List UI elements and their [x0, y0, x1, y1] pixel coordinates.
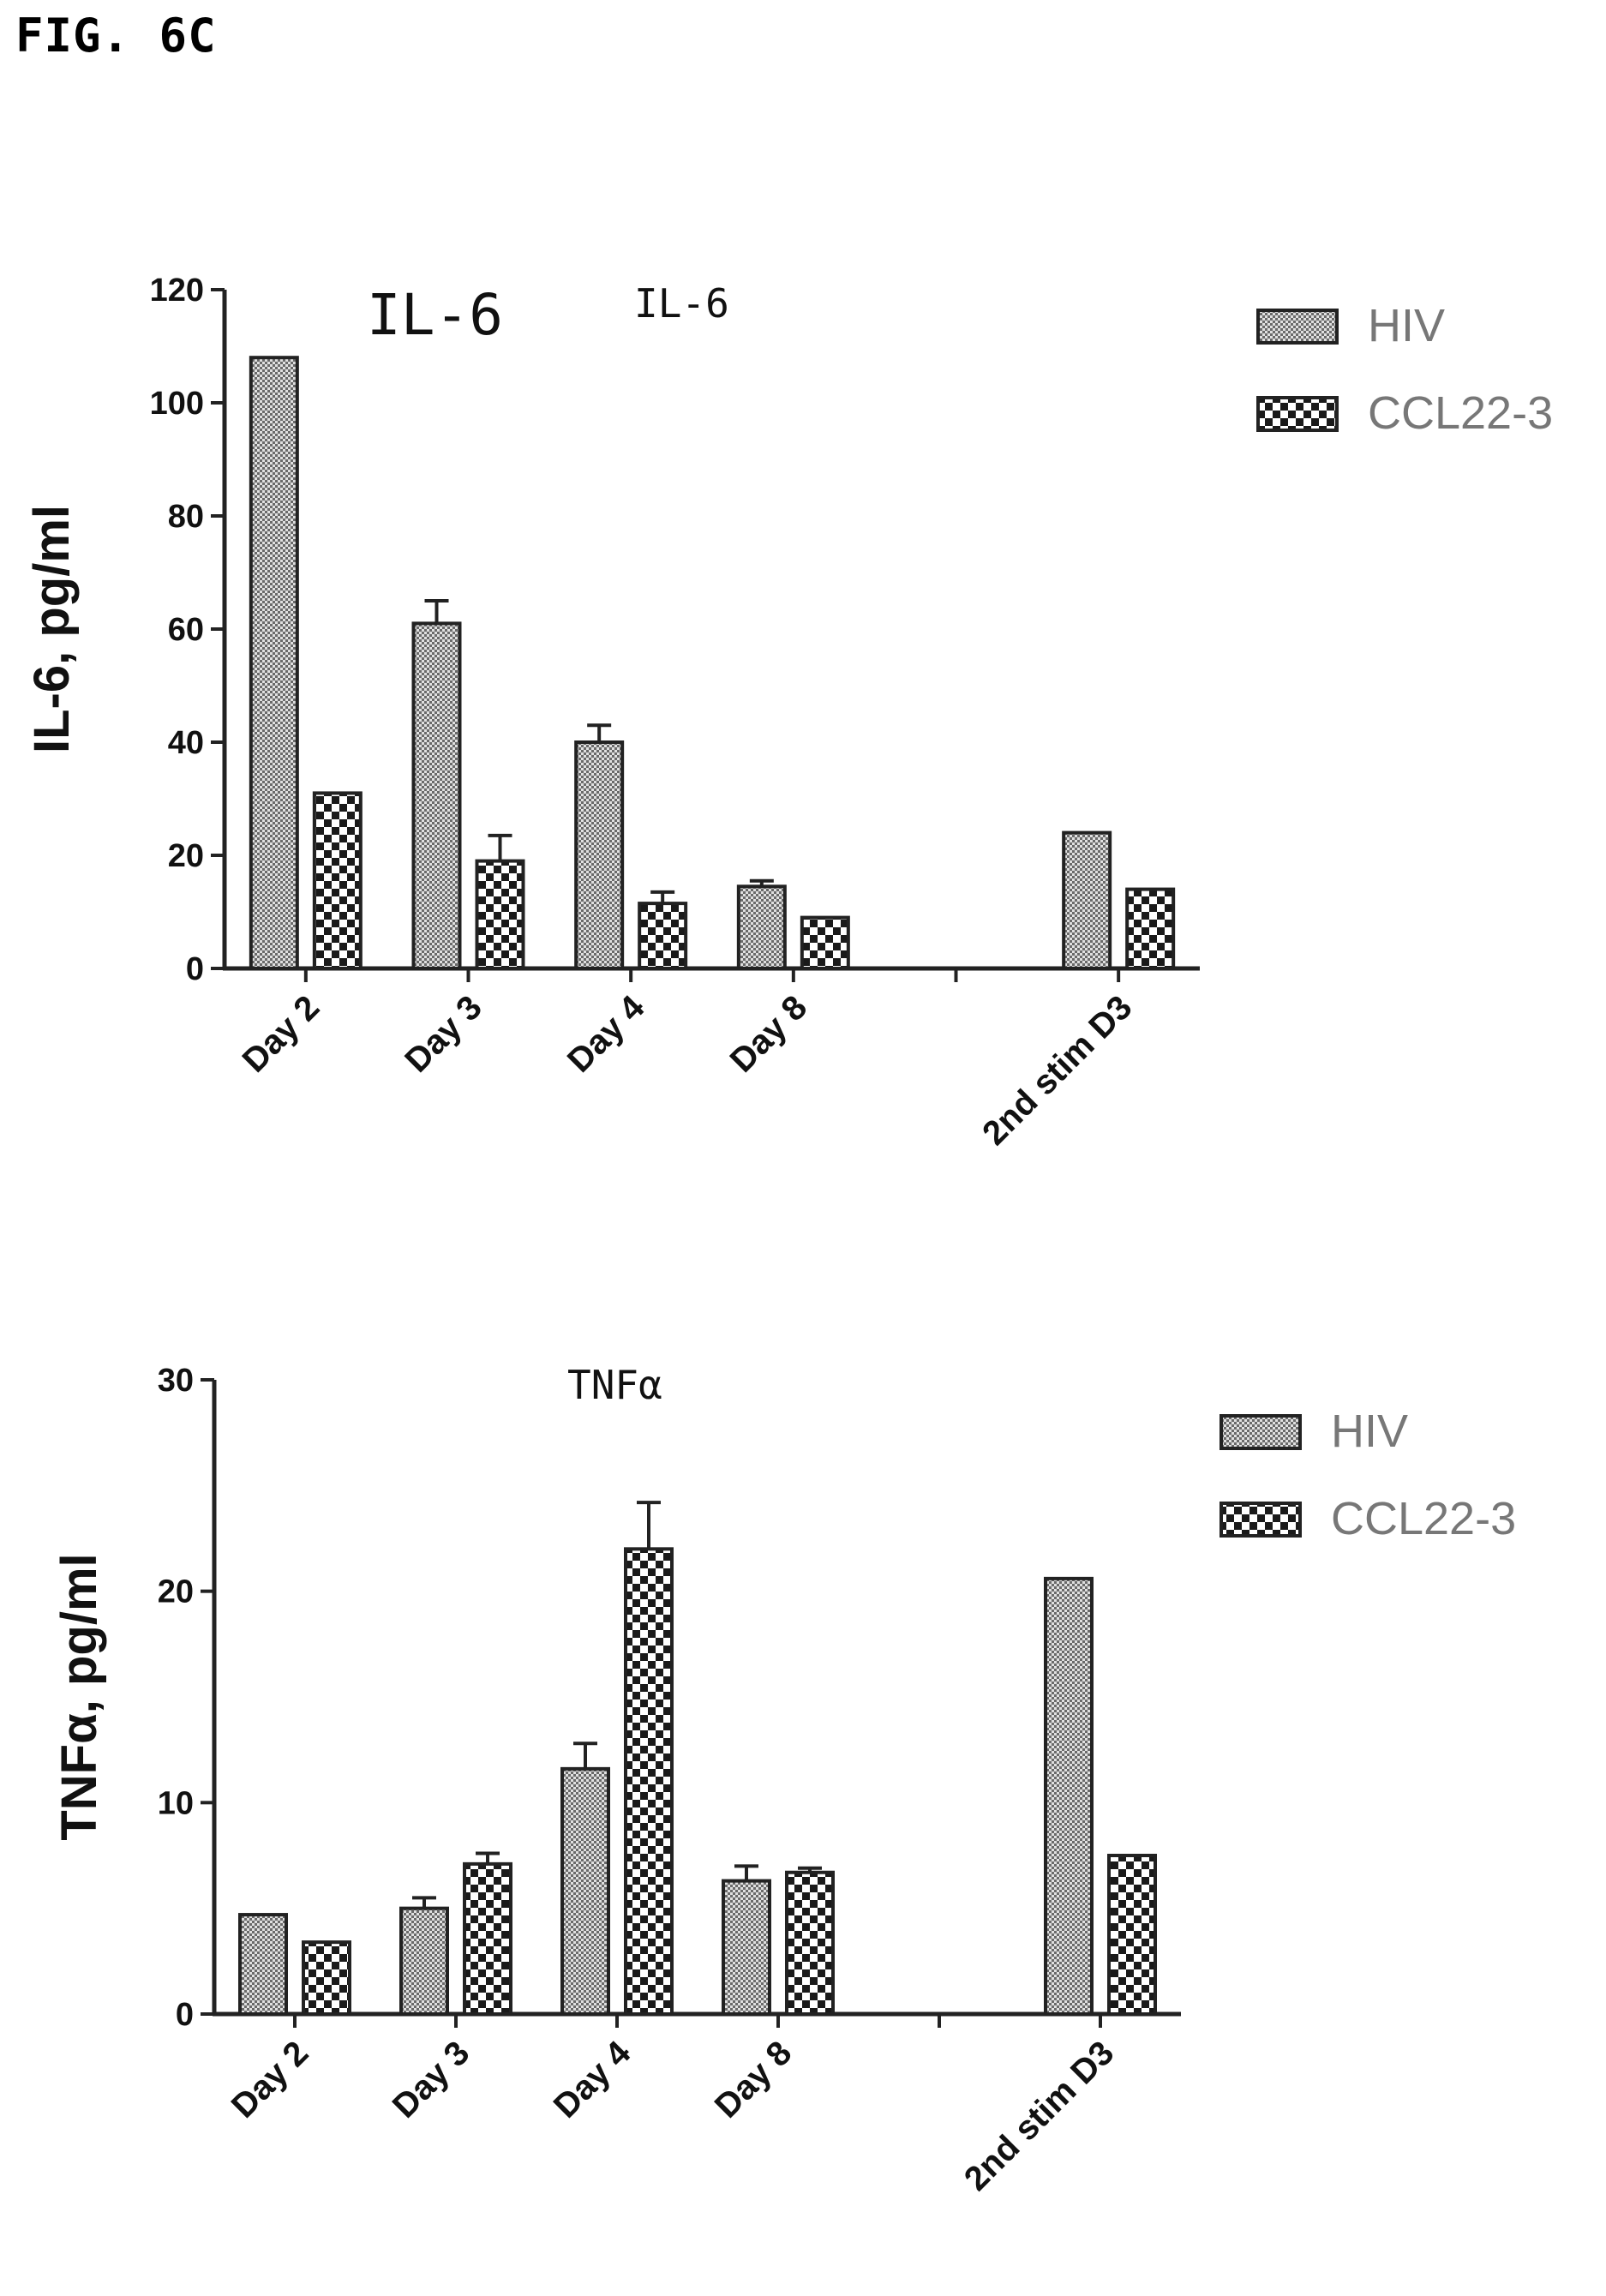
bar — [463, 1861, 512, 2016]
bar — [736, 884, 787, 970]
y-axis-label: IL-6, pg/ml — [24, 505, 80, 753]
y-tick-label: 0 — [186, 951, 204, 987]
y-axis-label: TNFα, pg/ml — [51, 1553, 107, 1840]
legend-label: CCL22-3 — [1368, 387, 1553, 439]
y-tick-label: 0 — [176, 1997, 194, 2033]
bar — [1044, 1576, 1094, 2016]
x-category-label: Day 8 — [708, 2034, 800, 2125]
x-category-label: Day 4 — [560, 988, 652, 1080]
bar — [411, 621, 462, 970]
bar — [1062, 830, 1112, 970]
bar — [1107, 1854, 1157, 2016]
bar — [249, 356, 299, 970]
x-category-label: 2nd stim D3 — [957, 2034, 1121, 2197]
chart-title: TNFα — [567, 1362, 662, 1408]
x-category-label: Day 3 — [398, 988, 489, 1080]
bar — [800, 915, 850, 970]
y-tick-label: 10 — [158, 1785, 194, 1821]
bar — [302, 1940, 351, 2017]
bar — [638, 902, 688, 970]
y-tick-label: 100 — [150, 386, 204, 422]
x-category-label: Day 2 — [225, 2034, 316, 2125]
legend-swatch — [1256, 396, 1339, 432]
bar — [560, 1766, 610, 2016]
bar — [624, 1547, 674, 2017]
bar — [312, 791, 363, 971]
chart-title: IL-6 — [634, 280, 729, 327]
y-tick-label: 120 — [150, 273, 204, 309]
figure-label: FIG. 6C — [15, 9, 217, 63]
y-tick-label: 20 — [158, 1574, 194, 1610]
y-tick-label: 30 — [158, 1363, 194, 1399]
il6-bar-chart: 0 20 40 60 80 100 120 IL-6, pg/ml Day 2 Day 3 Day … — [24, 273, 1553, 1153]
x-category-label: Day 4 — [547, 2034, 638, 2125]
bar — [238, 1913, 288, 2016]
chart-title: IL-6 — [367, 282, 503, 348]
x-category-label: 2nd stim D3 — [975, 988, 1139, 1152]
tnfa-bar-chart: 0 10 20 30 TNFα, pg/ml Day 2 Day 3 Day 4 Day 8 2n… — [51, 1362, 1516, 2198]
x-category-label: Day 2 — [236, 988, 327, 1080]
y-tick-label: 60 — [168, 612, 204, 648]
x-category-label: Day 3 — [386, 2034, 477, 2125]
bar — [722, 1879, 771, 2016]
y-tick-label: 80 — [168, 499, 204, 535]
y-tick-label: 20 — [168, 838, 204, 874]
bar — [574, 740, 625, 970]
legend-label: HIV — [1368, 300, 1445, 351]
legend-label: CCL22-3 — [1331, 1493, 1516, 1544]
bar — [785, 1870, 835, 2016]
bar — [399, 1906, 449, 2017]
x-category-label: Day 8 — [723, 988, 815, 1080]
legend-label: HIV — [1331, 1406, 1408, 1457]
legend-swatch — [1256, 309, 1339, 345]
legend-swatch — [1219, 1414, 1302, 1450]
bar — [1125, 887, 1176, 970]
legend-swatch — [1219, 1502, 1302, 1538]
y-tick-label: 40 — [168, 725, 204, 761]
bar — [475, 859, 525, 970]
